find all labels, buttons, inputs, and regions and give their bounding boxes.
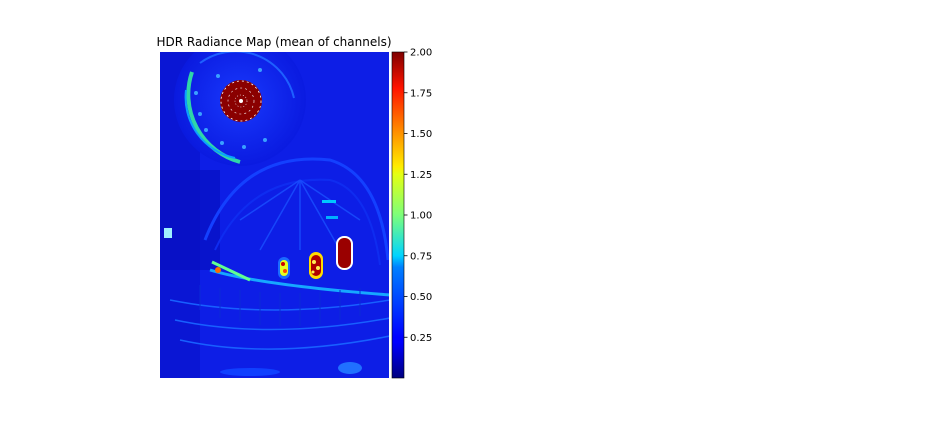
colorbar-tick-label: 0.50	[410, 292, 432, 303]
colorbar-ticks: 2.00 1.75 1.50 1.25 1.00 0.75 0.50 0.25	[404, 48, 432, 344]
colorbar-tick-label: 1.50	[410, 129, 432, 140]
colorbar-tick-label: 2.00	[410, 48, 432, 59]
colorbar-tick-label: 0.75	[410, 251, 432, 262]
plot-title: HDR Radiance Map (mean of channels)	[156, 35, 391, 49]
window-2	[309, 252, 323, 279]
colorbar-tick-label: 1.00	[410, 211, 432, 222]
colorbar-tick-label: 0.25	[410, 333, 432, 344]
colorbar-tick-label: 1.25	[410, 170, 432, 181]
window-3	[336, 236, 353, 270]
window-1	[278, 257, 290, 279]
colorbar-tick-label: 1.75	[410, 88, 432, 99]
colorbar: 2.00 1.75 1.50 1.25 1.00 0.75 0.50 0.25	[391, 48, 432, 379]
radiance-image	[160, 52, 389, 378]
